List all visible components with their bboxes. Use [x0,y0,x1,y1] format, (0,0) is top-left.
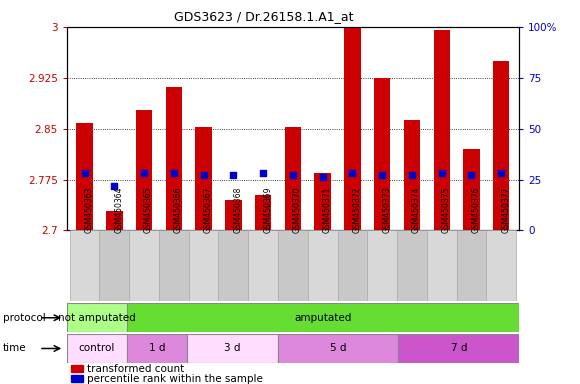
Text: GSM450368: GSM450368 [233,186,242,233]
Bar [159,230,188,301]
Text: transformed count: transformed count [87,364,184,374]
Text: amputated: amputated [295,313,351,323]
Point [139,170,148,177]
Bar [433,30,450,230]
Text: GSM450375: GSM450375 [442,186,451,233]
Bar [487,230,516,301]
Bar [493,61,509,230]
Bar [374,78,390,230]
Text: 1 d: 1 d [149,343,165,354]
Point [348,170,357,177]
Point [407,172,416,179]
Bar [77,123,93,230]
Bar [278,230,308,301]
Text: GSM450376: GSM450376 [472,186,480,233]
Text: GSM450366: GSM450366 [174,186,183,233]
Point [318,174,327,180]
Text: GSM450374: GSM450374 [412,186,421,233]
Bar [127,303,519,332]
Bar [71,376,82,382]
Text: 7 d: 7 d [451,343,467,354]
Bar [248,230,278,301]
Bar [136,110,153,230]
Bar [338,230,367,301]
Text: GSM450377: GSM450377 [501,186,510,233]
Point [199,172,208,179]
Point [229,172,238,179]
Text: GDS3623 / Dr.26158.1.A1_at: GDS3623 / Dr.26158.1.A1_at [174,10,353,23]
Bar [219,230,248,301]
Bar [166,86,182,230]
Text: GSM450373: GSM450373 [382,186,391,233]
Text: GSM450363: GSM450363 [85,186,93,233]
Bar [398,334,519,363]
Bar [404,121,420,230]
Text: 5 d: 5 d [330,343,346,354]
Bar [427,230,456,301]
Point [496,170,506,177]
Bar [278,334,398,363]
Bar [456,230,487,301]
Bar [225,200,241,230]
Text: 3 d: 3 d [224,343,241,354]
Point [80,170,89,177]
Bar [127,334,187,363]
Text: GSM450365: GSM450365 [144,186,153,233]
Text: not amputated: not amputated [58,313,136,323]
Bar [129,230,159,301]
Point [259,170,268,177]
Bar [188,230,219,301]
Text: control: control [79,343,115,354]
Bar [285,127,301,230]
Text: GSM450372: GSM450372 [353,186,361,233]
Bar [463,149,480,230]
Point [288,172,298,179]
Bar [187,334,278,363]
Text: GSM450370: GSM450370 [293,186,302,233]
Bar [67,334,127,363]
Bar [67,303,127,332]
Point [169,170,179,177]
Bar [345,28,361,230]
Bar [71,366,82,372]
Point [378,172,387,179]
Bar [308,230,338,301]
Point [110,182,119,189]
Bar [70,230,99,301]
Text: GSM450371: GSM450371 [322,186,332,233]
Text: protocol: protocol [3,313,46,323]
Text: time: time [3,343,27,354]
Text: percentile rank within the sample: percentile rank within the sample [87,374,263,384]
Text: GSM450364: GSM450364 [114,186,124,233]
Bar [255,195,271,230]
Bar [397,230,427,301]
Bar [367,230,397,301]
Text: GSM450367: GSM450367 [204,186,213,233]
Text: GSM450369: GSM450369 [263,186,272,233]
Bar [314,173,331,230]
Bar [195,127,212,230]
Point [467,172,476,179]
Point [437,170,447,177]
Bar [99,230,129,301]
Bar [106,212,122,230]
